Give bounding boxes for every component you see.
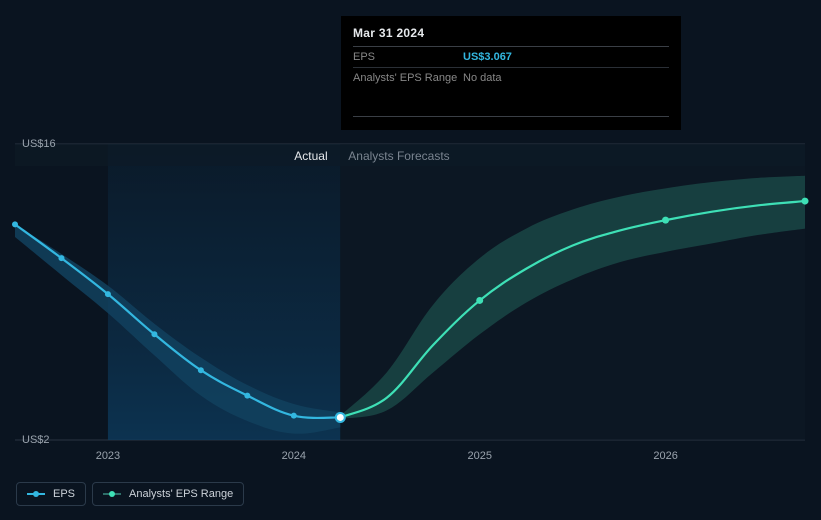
eps-marker xyxy=(244,393,250,399)
legend-label: EPS xyxy=(53,488,75,500)
eps-marker xyxy=(198,367,204,373)
section-label-forecast: Analysts Forecasts xyxy=(348,149,449,163)
forecast-marker xyxy=(802,198,809,205)
tooltip-row-label: EPS xyxy=(353,51,463,63)
y-axis-label-top: US$16 xyxy=(22,138,56,150)
tooltip-row-value: US$3.067 xyxy=(463,51,512,63)
hover-point xyxy=(336,413,345,422)
x-axis-label: 2025 xyxy=(467,450,491,462)
eps-marker xyxy=(12,221,18,227)
eps-chart: US$16 US$2 2023 2024 2025 2026 Actual Analy… xyxy=(0,0,821,520)
x-axis-label: 2024 xyxy=(282,450,306,462)
section-label-actual: Actual xyxy=(294,149,327,163)
eps-marker xyxy=(291,413,297,419)
eps-marker xyxy=(58,255,64,261)
legend-swatch xyxy=(27,490,45,498)
x-axis-label: 2023 xyxy=(96,450,120,462)
eps-marker xyxy=(105,291,111,297)
legend-swatch xyxy=(103,490,121,498)
legend-label: Analysts' EPS Range xyxy=(129,488,233,500)
tooltip-date: Mar 31 2024 xyxy=(353,26,669,40)
tooltip-row: EPSUS$3.067 xyxy=(353,46,669,67)
tooltip-row-value: No data xyxy=(463,72,502,84)
x-axis-label: 2026 xyxy=(653,450,677,462)
y-axis-label-bottom: US$2 xyxy=(22,434,50,446)
forecast-marker xyxy=(476,297,483,304)
legend-item-range[interactable]: Analysts' EPS Range xyxy=(92,482,244,506)
tooltip-footer-rule xyxy=(353,116,669,120)
forecast-marker xyxy=(662,217,669,224)
legend-item-eps[interactable]: EPS xyxy=(16,482,86,506)
eps-marker xyxy=(151,331,157,337)
chart-tooltip: Mar 31 2024 EPSUS$3.067Analysts' EPS Ran… xyxy=(341,16,681,130)
tooltip-row-label: Analysts' EPS Range xyxy=(353,72,463,84)
chart-legend: EPS Analysts' EPS Range xyxy=(16,482,244,506)
tooltip-row: Analysts' EPS RangeNo data xyxy=(353,67,669,88)
